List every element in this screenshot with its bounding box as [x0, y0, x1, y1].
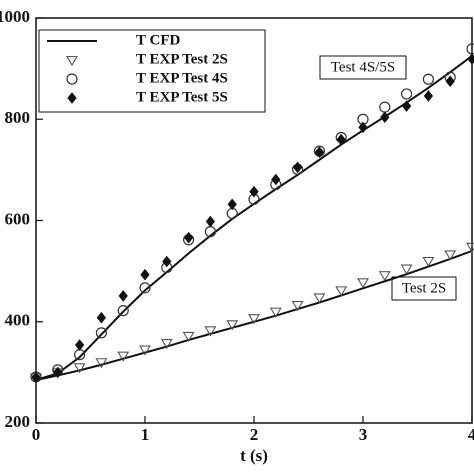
y-tick-label: 1000: [0, 7, 30, 26]
marker-circle: [95, 327, 108, 339]
marker-triangle: [73, 363, 86, 374]
marker-triangle: [204, 326, 217, 337]
marker-diamond: [162, 255, 172, 268]
marker-triangle: [378, 271, 391, 282]
marker-diamond: [249, 185, 259, 198]
marker-circle: [117, 305, 129, 317]
marker-diamond: [467, 53, 474, 65]
marker-triangle: [95, 358, 108, 369]
marker-triangle: [248, 314, 260, 325]
marker-diamond: [314, 146, 325, 158]
marker-circle: [466, 43, 474, 55]
marker-diamond: [53, 366, 63, 379]
y-tick-label: 200: [5, 412, 31, 431]
marker-diamond: [96, 311, 107, 324]
y-tick-label: 400: [5, 311, 31, 330]
marker-diamond: [118, 290, 128, 302]
marker-diamond: [445, 75, 455, 88]
annotation-box: [391, 276, 457, 301]
x-tick-label: 2: [250, 425, 259, 444]
marker-diamond: [423, 90, 434, 102]
legend-marker: [66, 73, 78, 85]
marker-diamond: [205, 215, 216, 228]
marker-triangle: [226, 320, 239, 331]
legend-marker: [66, 55, 78, 67]
marker-triangle: [313, 293, 326, 304]
x-tick-label: 0: [32, 425, 41, 444]
marker-triangle: [182, 331, 195, 343]
marker-diamond: [31, 371, 41, 384]
legend-box: [38, 29, 266, 113]
annotation-box: [319, 55, 407, 80]
marker-circle: [401, 88, 413, 100]
annotation: Test 2S: [402, 280, 446, 296]
marker-diamond: [227, 198, 237, 211]
marker-diamond: [140, 268, 150, 281]
marker-triangle: [357, 278, 369, 289]
legend-label: T EXP Test 4S: [136, 70, 228, 86]
marker-triangle: [422, 256, 435, 268]
marker-triangle: [291, 300, 304, 312]
x-tick-label: 4: [468, 425, 474, 444]
legend-label: T EXP Test 5S: [136, 89, 228, 105]
y-tick-label: 800: [5, 108, 31, 127]
marker-diamond: [74, 339, 85, 351]
x-tick-label: 3: [359, 425, 368, 444]
marker-triangle: [444, 250, 457, 261]
marker-triangle: [335, 286, 348, 297]
marker-diamond: [401, 100, 412, 112]
marker-diamond: [358, 121, 368, 134]
legend-marker: [67, 92, 77, 104]
marker-circle: [379, 101, 391, 113]
marker-diamond: [271, 173, 281, 186]
annotation: Test 4S/5S: [331, 59, 395, 75]
marker-diamond: [336, 133, 346, 146]
legend-label: T EXP Test 2S: [136, 51, 228, 67]
x-axis-label: t (s): [240, 446, 268, 465]
x-tick-label: 1: [141, 425, 150, 444]
marker-circle: [422, 73, 434, 85]
marker-triangle: [466, 242, 474, 253]
marker-triangle: [269, 307, 282, 318]
marker-triangle: [160, 338, 173, 350]
y-tick-label: 600: [5, 209, 31, 228]
marker-diamond: [183, 231, 194, 244]
cfd-line: [35, 249, 473, 381]
marker-diamond: [292, 161, 303, 174]
marker-triangle: [117, 351, 130, 362]
marker-triangle: [139, 345, 151, 356]
marker-diamond: [380, 111, 390, 124]
marker-circle: [139, 282, 151, 294]
marker-triangle: [400, 264, 413, 275]
legend-label: T CFD: [136, 32, 180, 48]
